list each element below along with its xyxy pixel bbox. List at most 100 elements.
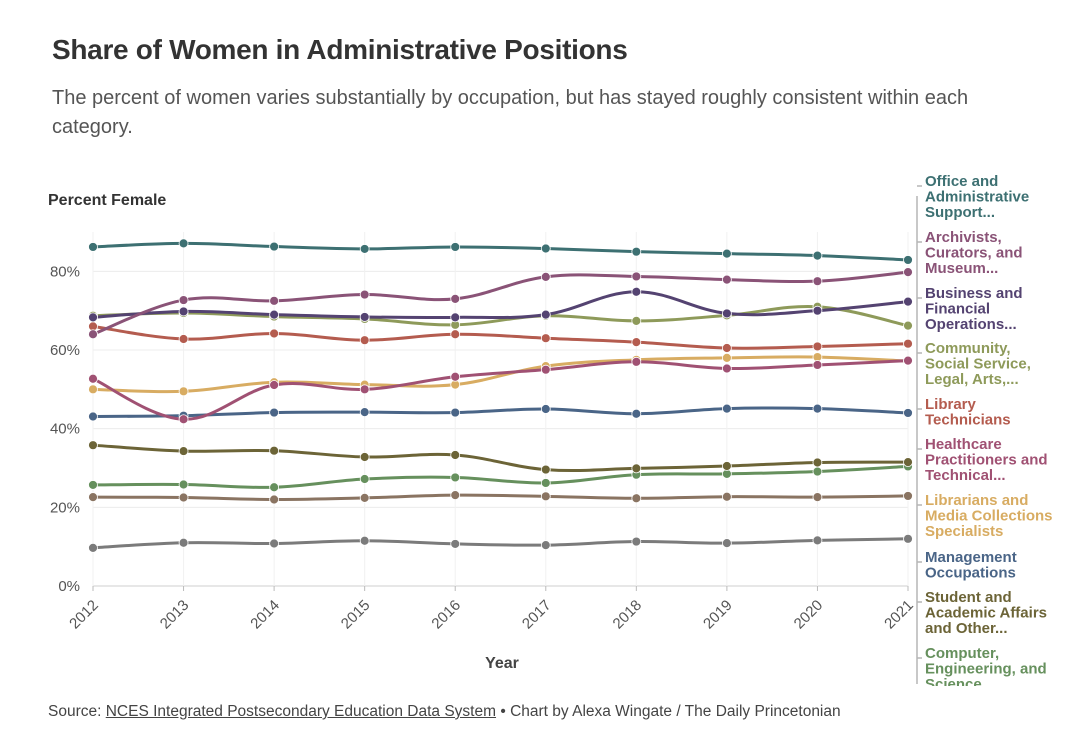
data-point[interactable] (903, 255, 913, 265)
data-point[interactable] (269, 494, 280, 505)
data-point[interactable] (631, 356, 642, 367)
data-point[interactable] (540, 333, 551, 344)
data-point[interactable] (721, 343, 732, 353)
data-point[interactable] (812, 457, 823, 468)
data-point[interactable] (88, 384, 98, 395)
data-point[interactable] (269, 445, 280, 456)
data-point[interactable] (450, 539, 461, 549)
data-point[interactable] (903, 533, 913, 544)
data-point[interactable] (88, 480, 98, 490)
data-point[interactable] (631, 271, 642, 282)
data-point[interactable] (88, 411, 98, 422)
data-point[interactable] (359, 384, 370, 395)
data-point[interactable] (540, 464, 551, 475)
data-point[interactable] (178, 414, 189, 425)
data-point[interactable] (721, 248, 732, 259)
data-point[interactable] (269, 241, 280, 252)
data-point[interactable] (269, 380, 280, 390)
data-point[interactable] (812, 305, 823, 316)
data-point[interactable] (88, 542, 98, 553)
data-point[interactable] (812, 360, 823, 370)
data-point[interactable] (631, 315, 642, 326)
data-point[interactable] (903, 408, 913, 418)
data-point[interactable] (721, 363, 732, 374)
data-point[interactable] (178, 306, 189, 317)
data-point[interactable] (721, 308, 732, 319)
data-point[interactable] (812, 403, 823, 414)
data-point[interactable] (178, 238, 189, 249)
data-point[interactable] (540, 404, 551, 414)
data-point[interactable] (631, 408, 642, 419)
data-point[interactable] (540, 243, 551, 254)
data-point[interactable] (721, 274, 732, 285)
source-link[interactable]: NCES Integrated Postsecondary Education … (105, 703, 497, 720)
data-point[interactable] (359, 289, 370, 300)
data-point[interactable] (450, 490, 461, 501)
data-point[interactable] (88, 312, 98, 323)
data-point[interactable] (450, 450, 461, 460)
data-point[interactable] (178, 492, 189, 503)
data-point[interactable] (903, 457, 913, 468)
data-point[interactable] (359, 312, 370, 322)
data-point[interactable] (269, 482, 280, 493)
data-point[interactable] (359, 535, 370, 546)
data-point[interactable] (269, 407, 280, 418)
data-point[interactable] (359, 492, 370, 503)
data-point[interactable] (88, 492, 98, 503)
data-point[interactable] (359, 244, 370, 254)
data-point[interactable] (903, 267, 913, 278)
data-point[interactable] (812, 535, 823, 546)
data-point[interactable] (450, 407, 461, 418)
data-point[interactable] (903, 338, 913, 349)
data-point[interactable] (88, 440, 98, 451)
data-point[interactable] (631, 246, 642, 257)
data-point[interactable] (178, 386, 189, 397)
data-point[interactable] (88, 329, 98, 340)
data-point[interactable] (721, 461, 732, 471)
data-point[interactable] (450, 472, 461, 483)
data-point[interactable] (178, 479, 189, 490)
data-point[interactable] (903, 491, 913, 501)
data-point[interactable] (540, 478, 551, 488)
data-point[interactable] (812, 466, 823, 477)
data-point[interactable] (88, 242, 98, 252)
data-point[interactable] (540, 309, 551, 320)
data-point[interactable] (450, 312, 461, 323)
data-point[interactable] (540, 271, 551, 282)
data-point[interactable] (721, 491, 732, 502)
data-point[interactable] (178, 537, 189, 548)
data-point[interactable] (450, 293, 461, 304)
data-point[interactable] (540, 540, 551, 550)
data-point[interactable] (903, 355, 913, 366)
data-point[interactable] (812, 250, 823, 261)
data-point[interactable] (359, 474, 370, 484)
data-point[interactable] (812, 276, 823, 287)
data-point[interactable] (540, 491, 551, 502)
data-point[interactable] (359, 407, 370, 418)
data-point[interactable] (631, 463, 642, 474)
data-point[interactable] (631, 286, 642, 297)
data-point[interactable] (359, 335, 370, 346)
data-point[interactable] (721, 538, 732, 549)
data-point[interactable] (178, 446, 189, 456)
data-point[interactable] (540, 364, 551, 375)
data-point[interactable] (903, 296, 913, 307)
data-point[interactable] (812, 492, 823, 503)
data-point[interactable] (359, 452, 370, 462)
data-point[interactable] (631, 337, 642, 348)
data-point[interactable] (631, 493, 642, 504)
data-point[interactable] (721, 352, 732, 363)
data-point[interactable] (721, 403, 732, 414)
data-point[interactable] (269, 295, 280, 306)
data-point[interactable] (269, 309, 280, 320)
data-point[interactable] (178, 295, 189, 305)
data-point[interactable] (631, 536, 642, 547)
data-point[interactable] (903, 320, 913, 331)
data-point[interactable] (88, 373, 98, 384)
data-point[interactable] (269, 538, 280, 549)
data-point[interactable] (812, 341, 823, 352)
data-point[interactable] (450, 242, 461, 252)
data-point[interactable] (178, 334, 189, 344)
data-point[interactable] (450, 371, 461, 382)
data-point[interactable] (269, 328, 280, 339)
